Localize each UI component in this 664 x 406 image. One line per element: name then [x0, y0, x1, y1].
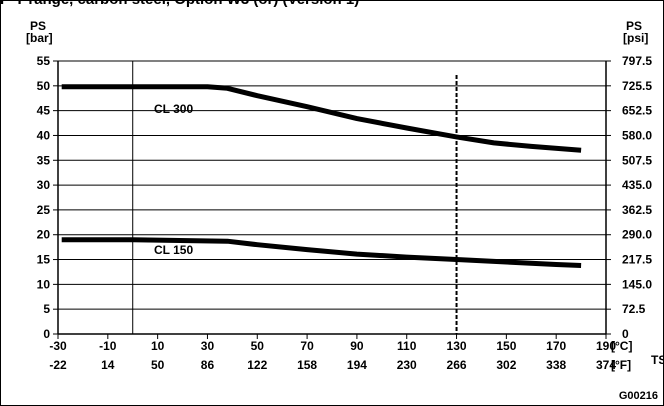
y2-tick-label: 797.5 [622, 54, 652, 68]
series-line [61, 84, 582, 153]
y-tick-label: 5 [43, 302, 50, 316]
right-axis-unit: [psi] [623, 31, 649, 45]
figure-header: P-T range, carbon steel, Option W3 (or) … [0, 0, 664, 9]
x-tick-label-f: -22 [49, 358, 67, 372]
right-axis-title: PS [626, 19, 643, 33]
y2-tick-label: 580.0 [622, 128, 652, 142]
y-tick-label: 30 [37, 178, 51, 192]
y-tick-label: 0 [43, 327, 50, 341]
x-tick-label-c: -10 [99, 339, 117, 353]
x-tick-label-c: 170 [546, 339, 566, 353]
x-tick-label-f: 158 [297, 358, 317, 372]
y2-tick-label: 507.5 [622, 153, 652, 167]
x-tick-label-c: -30 [49, 339, 67, 353]
y2-tick-label: 72.5 [622, 302, 646, 316]
y2-tick-label: 217.5 [622, 253, 652, 267]
y-tick-label: 45 [37, 104, 51, 118]
x-axis-title: TS [651, 353, 664, 367]
x-tick-label-f: 230 [397, 358, 417, 372]
x-tick-label-f: 14 [101, 358, 115, 372]
series-line [61, 237, 582, 268]
y-tick-label: 15 [37, 253, 51, 267]
y2-tick-label: 0 [622, 327, 629, 341]
x-tick-label-f: 194 [347, 358, 367, 372]
x-unit-c: [°C] [611, 339, 632, 353]
x-tick-label-c: 70 [300, 339, 314, 353]
x-tick-label-c: 30 [201, 339, 215, 353]
x-tick-label-f: 302 [496, 358, 516, 372]
figure-code: G00216 [618, 390, 658, 402]
series-label: CL 150 [154, 243, 193, 257]
y-tick-label: 55 [37, 54, 51, 68]
y-tick-label: 10 [37, 277, 51, 291]
x-tick-label-f: 266 [447, 358, 467, 372]
y-tick-label: 40 [37, 128, 51, 142]
left-axis-title: PS [30, 19, 47, 33]
x-tick-label-c: 190 [596, 339, 616, 353]
x-tick-label-f: 50 [151, 358, 165, 372]
x-tick-label-f: 374 [596, 358, 616, 372]
x-tick-label-f: 338 [546, 358, 566, 372]
series-label: CL 300 [154, 102, 193, 116]
y2-tick-label: 290.0 [622, 228, 652, 242]
x-unit-f: [°F] [611, 358, 631, 372]
y2-tick-label: 145.0 [622, 277, 652, 291]
x-tick-label-c: 10 [151, 339, 165, 353]
y-tick-label: 50 [37, 79, 51, 93]
x-tick-label-f: 122 [247, 358, 267, 372]
left-axis-unit: [bar] [26, 31, 53, 45]
x-tick-label-c: 130 [447, 339, 467, 353]
x-tick-label-c: 50 [251, 339, 265, 353]
x-tick-label-c: 90 [350, 339, 364, 353]
y2-tick-label: 652.5 [622, 104, 652, 118]
y2-tick-label: 435.0 [622, 178, 652, 192]
y-tick-label: 35 [37, 153, 51, 167]
y-tick-label: 25 [37, 203, 51, 217]
y2-tick-label: 362.5 [622, 203, 652, 217]
x-tick-label-f: 86 [201, 358, 215, 372]
x-tick-label-c: 110 [397, 339, 417, 353]
y2-tick-label: 725.5 [622, 79, 652, 93]
y-tick-label: 20 [37, 228, 51, 242]
x-tick-label-c: 150 [496, 339, 516, 353]
